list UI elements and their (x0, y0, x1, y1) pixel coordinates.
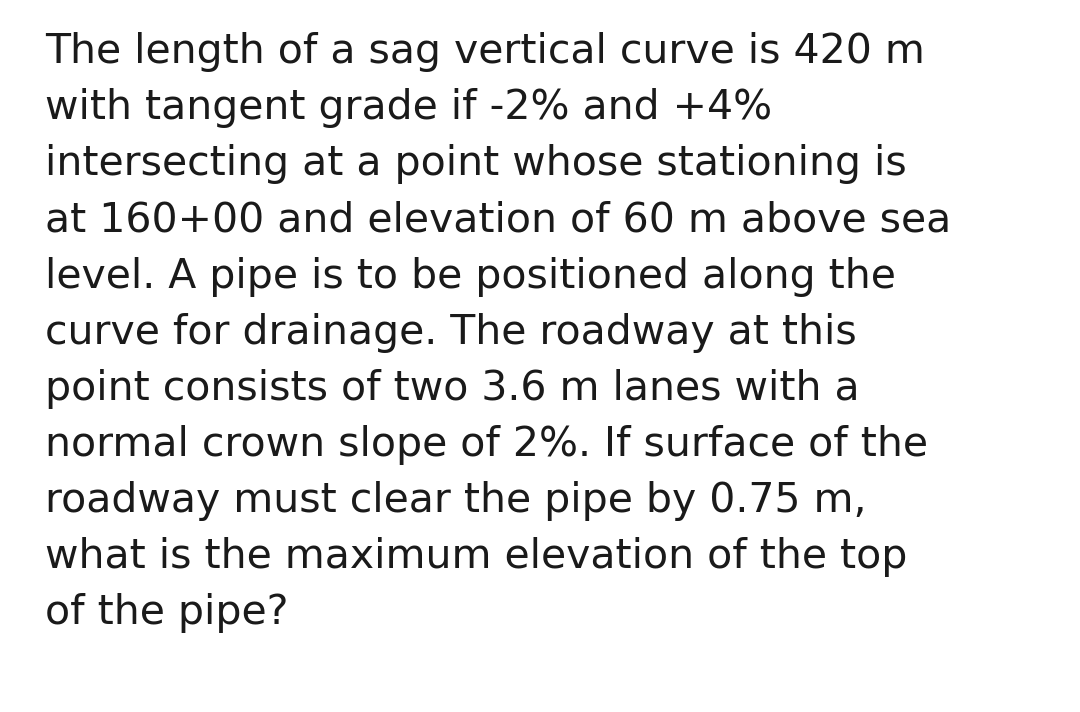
Text: The length of a sag vertical curve is 420 m
with tangent grade if -2% and +4%
in: The length of a sag vertical curve is 42… (45, 32, 951, 633)
